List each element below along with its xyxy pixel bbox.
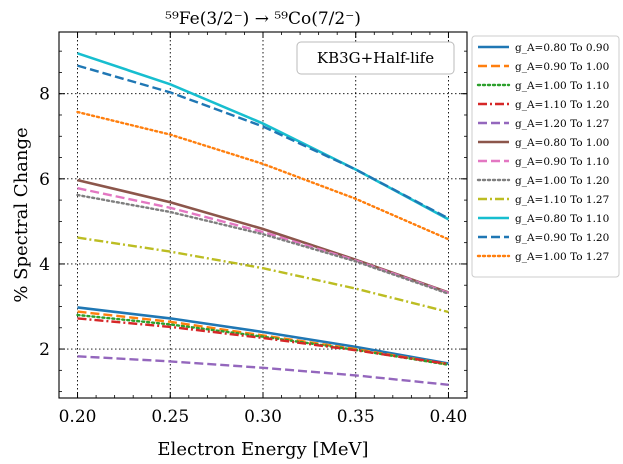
legend-label: g_A=1.00 To 1.20 xyxy=(515,175,609,187)
grid xyxy=(59,32,467,398)
series-line-8 xyxy=(76,193,450,295)
chart-title: ⁵⁹Fe(3/2⁻) → ⁵⁹Co(7/2⁻) xyxy=(165,9,361,29)
y-tick-label: 4 xyxy=(39,255,50,275)
legend-label: g_A=0.80 To 1.00 xyxy=(515,137,609,149)
y-tick-label: 2 xyxy=(39,340,50,360)
series-line-5 xyxy=(77,355,449,386)
series-line-1 xyxy=(77,306,449,365)
series-line-7 xyxy=(77,187,449,295)
legend-label: g_A=0.80 To 1.10 xyxy=(515,213,609,225)
series-line-12 xyxy=(76,110,450,241)
legend-label: g_A=0.80 To 0.90 xyxy=(515,42,609,54)
series-lines xyxy=(76,52,450,386)
x-tick-label: 0.20 xyxy=(59,407,97,427)
annotation-frame xyxy=(296,41,455,75)
x-tick-label: 0.35 xyxy=(337,407,375,427)
legend-label: g_A=1.10 To 1.27 xyxy=(515,194,609,206)
series-line-9 xyxy=(77,236,449,314)
y-tick-label: 8 xyxy=(39,85,50,105)
legend-label: g_A=1.10 To 1.20 xyxy=(515,99,609,111)
annotation-text: KB3G+Half-life xyxy=(317,49,434,67)
legend: g_A=0.80 To 0.90 g_A=0.90 To 1.00 g_A=1.00… xyxy=(471,35,620,278)
series-line-11 xyxy=(77,64,450,220)
annotation-box: KB3G+Half-life xyxy=(296,41,455,75)
x-axis-title: Electron Energy [MeV] xyxy=(157,439,368,460)
legend-label: g_A=0.90 To 1.10 xyxy=(515,156,609,168)
y-tick-label: 6 xyxy=(39,170,50,190)
legend-label: g_A=1.00 To 1.27 xyxy=(515,251,609,263)
x-tick-label: 0.30 xyxy=(244,407,282,427)
y-axis-title: % Spectral Change xyxy=(11,127,32,302)
legend-label: g_A=1.20 To 1.27 xyxy=(515,118,609,130)
legend-label: g_A=0.90 To 1.20 xyxy=(515,232,609,244)
legend-label: g_A=0.90 To 1.00 xyxy=(515,61,609,73)
x-tick-label: 0.25 xyxy=(151,407,189,427)
series-line-4 xyxy=(77,317,449,366)
legend-label: g_A=1.00 To 1.10 xyxy=(515,80,609,92)
x-tick-label: 0.40 xyxy=(430,407,468,427)
axis-ticks: 0.20 0.25 0.30 0.35 0.40 2 4 6 8 xyxy=(39,32,467,427)
